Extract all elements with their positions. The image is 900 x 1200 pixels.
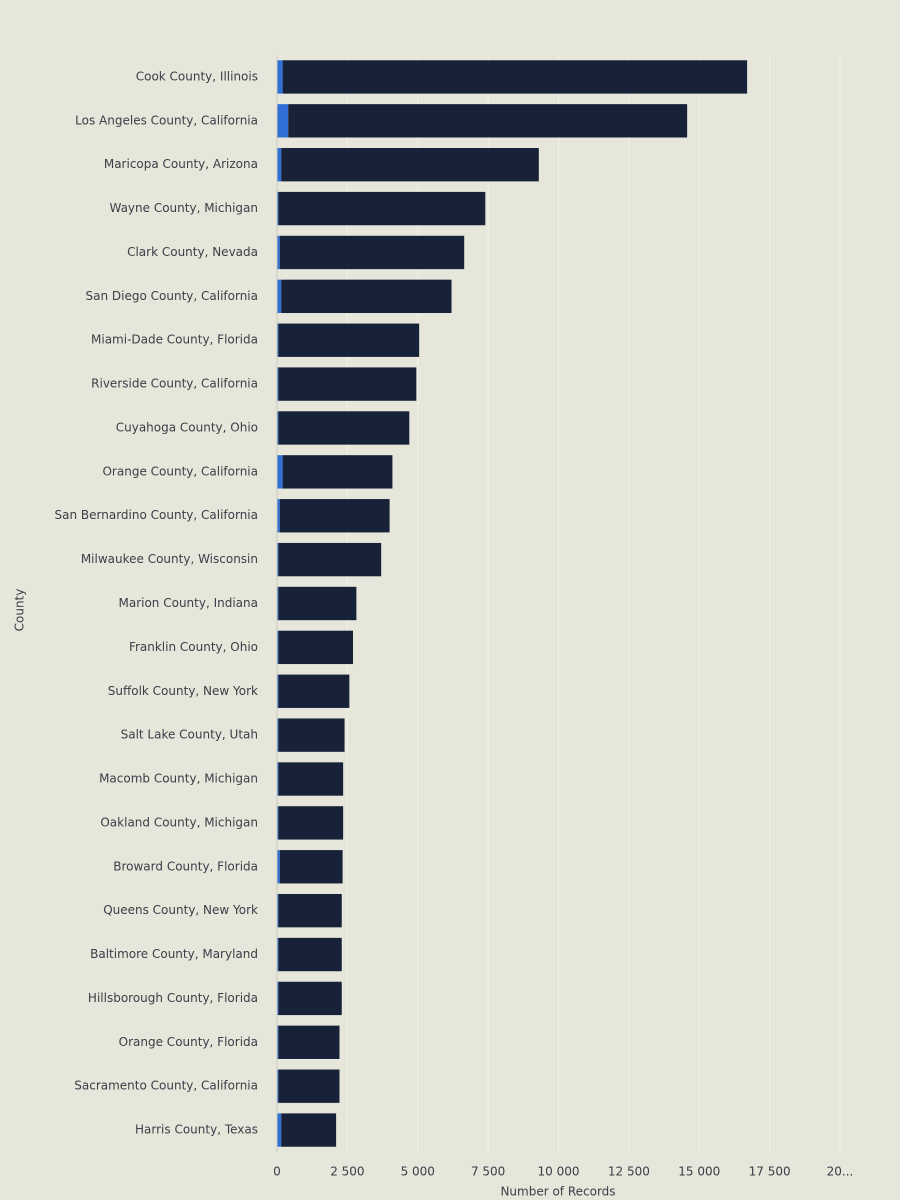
x-tick-label: 2 500: [330, 1165, 364, 1179]
x-tick-label: 12 500: [608, 1165, 650, 1179]
x-tick-label: 20...: [827, 1165, 854, 1179]
bar-segment: [278, 1025, 340, 1059]
y-tick-label: San Diego County, California: [86, 289, 258, 303]
bar-segment: [278, 674, 350, 708]
bar-segment: [278, 586, 357, 621]
bar-segment: [277, 411, 279, 445]
y-tick-label: San Bernardino County, California: [55, 508, 258, 522]
y-tick-label: Los Angeles County, California: [75, 113, 258, 127]
bar-segment: [278, 1069, 340, 1103]
bar-segment: [277, 718, 279, 752]
y-tick-label: Wayne County, Michigan: [109, 201, 258, 215]
x-tick-label: 0: [273, 1165, 281, 1179]
bar-segment: [277, 674, 279, 708]
y-tick-label: Miami-Dade County, Florida: [91, 333, 258, 347]
bar-segment: [277, 1069, 279, 1103]
x-tick-label: 17 500: [749, 1165, 791, 1179]
bar-segment: [277, 893, 279, 928]
bar-segment: [277, 630, 279, 665]
y-tick-label: Oakland County, Michigan: [100, 815, 258, 829]
y-tick-label: Suffolk County, New York: [108, 684, 258, 698]
bar-segment: [277, 937, 279, 972]
bar-segment: [278, 893, 342, 928]
bar-segment: [278, 367, 417, 401]
bar-segment: [277, 981, 279, 1016]
bar-segment: [278, 937, 342, 972]
y-tick-label: Orange County, Florida: [119, 1035, 258, 1049]
bar-segment: [288, 104, 688, 138]
bar-segment: [277, 455, 283, 489]
bar-segment: [277, 586, 279, 621]
bar-segment: [279, 499, 390, 533]
bar-segment: [277, 499, 280, 533]
y-tick-label: Hillsborough County, Florida: [88, 991, 258, 1005]
y-tick-label: Baltimore County, Maryland: [90, 947, 258, 961]
y-tick-label: Broward County, Florida: [113, 859, 258, 873]
bar-segment: [282, 455, 393, 489]
bar-segment: [277, 104, 289, 138]
y-tick-label: Marion County, Indiana: [118, 596, 258, 610]
bar-segment: [277, 279, 282, 314]
bar-segment: [277, 191, 279, 226]
y-tick-label: Macomb County, Michigan: [99, 772, 258, 786]
x-axis-title: Number of Records: [500, 1185, 615, 1199]
y-tick-label: Queens County, New York: [103, 903, 258, 917]
x-tick-label: 15 000: [678, 1165, 720, 1179]
bar-segment: [277, 1025, 279, 1059]
bar-segment: [278, 411, 410, 445]
bar-segment: [277, 850, 280, 884]
bar-segment: [281, 148, 539, 182]
bar-segment: [277, 806, 279, 840]
bar-segment: [277, 542, 279, 577]
bar-segment: [281, 1113, 337, 1147]
y-tick-label: Franklin County, Ohio: [129, 640, 258, 654]
y-tick-label: Cook County, Illinois: [136, 69, 258, 83]
y-tick-label: Clark County, Nevada: [127, 245, 258, 259]
y-tick-label: Cuyahoga County, Ohio: [116, 420, 258, 434]
bar-segment: [277, 148, 282, 182]
y-tick-label: Riverside County, California: [91, 377, 258, 391]
bar-segment: [277, 235, 280, 270]
y-tick-label: Harris County, Texas: [135, 1123, 258, 1137]
y-tick-label: Salt Lake County, Utah: [121, 728, 258, 742]
bar-segment: [278, 718, 345, 752]
bar-segment: [278, 762, 344, 796]
bar-segment: [278, 323, 420, 357]
bar-segment: [277, 762, 279, 796]
x-tick-label: 10 000: [538, 1165, 580, 1179]
y-tick-label: Maricopa County, Arizona: [104, 157, 258, 171]
bar-segment: [278, 191, 486, 226]
x-tick-label: 7 500: [471, 1165, 505, 1179]
bar-segment: [279, 235, 465, 270]
bar-segment: [278, 630, 354, 665]
y-tick-label: Orange County, California: [102, 464, 258, 478]
x-tick-label: 5 000: [401, 1165, 435, 1179]
bar-segment: [278, 806, 344, 840]
bar-segment: [282, 60, 748, 94]
y-tick-label: Sacramento County, California: [74, 1079, 258, 1093]
bar-segment: [281, 279, 452, 314]
y-axis-title: County: [13, 589, 27, 632]
bar-segment: [277, 60, 283, 94]
bar-segment: [277, 1113, 282, 1147]
bar-segment: [278, 542, 382, 577]
y-tick-label: Milwaukee County, Wisconsin: [81, 552, 258, 566]
bar-segment: [277, 323, 279, 357]
bar-segment: [278, 981, 342, 1016]
bar-segment: [277, 367, 279, 401]
bar-segment: [279, 850, 343, 884]
